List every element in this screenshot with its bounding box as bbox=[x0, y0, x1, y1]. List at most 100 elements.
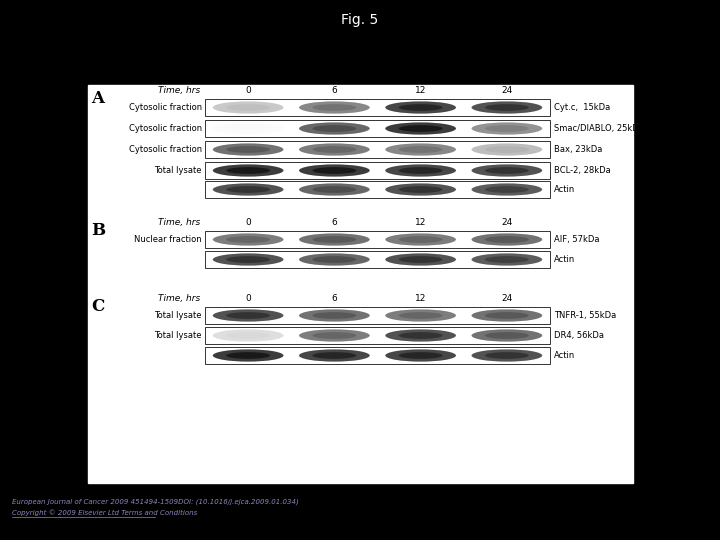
Ellipse shape bbox=[213, 164, 284, 177]
Bar bbox=[205, 307, 550, 324]
Bar bbox=[205, 120, 550, 137]
Ellipse shape bbox=[485, 332, 528, 339]
Text: Total lysate: Total lysate bbox=[155, 331, 202, 340]
Text: Actin: Actin bbox=[554, 185, 575, 194]
Ellipse shape bbox=[312, 256, 356, 263]
Ellipse shape bbox=[312, 104, 356, 111]
Ellipse shape bbox=[312, 352, 356, 359]
Ellipse shape bbox=[399, 146, 443, 153]
Ellipse shape bbox=[472, 233, 542, 246]
Text: 0: 0 bbox=[246, 86, 251, 95]
Ellipse shape bbox=[213, 349, 284, 362]
Ellipse shape bbox=[299, 233, 370, 246]
Text: Cytosolic fraction: Cytosolic fraction bbox=[129, 103, 202, 112]
Text: Actin: Actin bbox=[554, 351, 575, 360]
Text: A: A bbox=[91, 90, 104, 107]
Ellipse shape bbox=[472, 329, 542, 342]
Bar bbox=[205, 251, 550, 268]
Text: 6: 6 bbox=[331, 86, 337, 95]
Ellipse shape bbox=[226, 104, 270, 111]
Ellipse shape bbox=[312, 312, 356, 319]
Ellipse shape bbox=[472, 253, 542, 266]
Ellipse shape bbox=[312, 125, 356, 132]
Ellipse shape bbox=[299, 123, 370, 134]
Ellipse shape bbox=[213, 144, 284, 156]
Ellipse shape bbox=[213, 233, 284, 246]
Ellipse shape bbox=[299, 253, 370, 266]
Ellipse shape bbox=[299, 144, 370, 156]
Text: Cytosolic fraction: Cytosolic fraction bbox=[129, 145, 202, 154]
Ellipse shape bbox=[312, 236, 356, 243]
Ellipse shape bbox=[299, 102, 370, 113]
Text: Bax, 23kDa: Bax, 23kDa bbox=[554, 145, 603, 154]
Ellipse shape bbox=[226, 146, 270, 153]
Ellipse shape bbox=[385, 349, 456, 362]
Ellipse shape bbox=[472, 123, 542, 134]
Ellipse shape bbox=[399, 104, 443, 111]
Bar bbox=[205, 99, 550, 116]
Ellipse shape bbox=[485, 312, 528, 319]
Text: Cyt.c,  15kDa: Cyt.c, 15kDa bbox=[554, 103, 611, 112]
Ellipse shape bbox=[226, 236, 270, 243]
Ellipse shape bbox=[226, 167, 270, 174]
Text: 6: 6 bbox=[331, 294, 337, 303]
Ellipse shape bbox=[312, 332, 356, 339]
Text: 0: 0 bbox=[246, 294, 251, 303]
Ellipse shape bbox=[399, 125, 443, 132]
Ellipse shape bbox=[472, 144, 542, 156]
Ellipse shape bbox=[472, 164, 542, 177]
Text: Time, hrs: Time, hrs bbox=[158, 86, 200, 95]
Ellipse shape bbox=[213, 123, 284, 134]
Ellipse shape bbox=[385, 233, 456, 246]
Ellipse shape bbox=[472, 102, 542, 113]
Ellipse shape bbox=[485, 256, 528, 263]
Ellipse shape bbox=[299, 164, 370, 177]
Ellipse shape bbox=[472, 349, 542, 362]
Ellipse shape bbox=[385, 144, 456, 156]
Ellipse shape bbox=[213, 253, 284, 266]
Text: C: C bbox=[91, 298, 104, 315]
Ellipse shape bbox=[385, 123, 456, 134]
Ellipse shape bbox=[485, 125, 528, 132]
Ellipse shape bbox=[399, 186, 443, 193]
Text: 24: 24 bbox=[501, 86, 513, 95]
Text: European Journal of Cancer 2009 451494-1509DOI: (10.1016/j.ejca.2009.01.034): European Journal of Cancer 2009 451494-1… bbox=[12, 498, 299, 505]
Text: 24: 24 bbox=[501, 218, 513, 227]
Ellipse shape bbox=[299, 184, 370, 195]
Text: Smac/DIABLO, 25kDa: Smac/DIABLO, 25kDa bbox=[554, 124, 644, 133]
Ellipse shape bbox=[312, 186, 356, 193]
Ellipse shape bbox=[385, 102, 456, 113]
Text: TNFR-1, 55kDa: TNFR-1, 55kDa bbox=[554, 311, 616, 320]
Ellipse shape bbox=[226, 125, 270, 132]
Text: Copyright © 2009 Elsevier Ltd Terms and Conditions: Copyright © 2009 Elsevier Ltd Terms and … bbox=[12, 509, 197, 516]
Ellipse shape bbox=[385, 253, 456, 266]
Ellipse shape bbox=[485, 146, 528, 153]
Ellipse shape bbox=[213, 184, 284, 195]
Bar bbox=[205, 231, 550, 248]
Ellipse shape bbox=[472, 184, 542, 195]
Ellipse shape bbox=[485, 236, 528, 243]
Ellipse shape bbox=[472, 309, 542, 322]
Ellipse shape bbox=[226, 256, 270, 263]
Ellipse shape bbox=[485, 167, 528, 174]
Text: Time, hrs: Time, hrs bbox=[158, 218, 200, 227]
Ellipse shape bbox=[399, 312, 443, 319]
Ellipse shape bbox=[213, 329, 284, 342]
Bar bbox=[205, 347, 550, 364]
Text: 6: 6 bbox=[331, 218, 337, 227]
Bar bbox=[205, 181, 550, 198]
Ellipse shape bbox=[399, 236, 443, 243]
Ellipse shape bbox=[312, 146, 356, 153]
Ellipse shape bbox=[399, 256, 443, 263]
Text: Total lysate: Total lysate bbox=[155, 311, 202, 320]
Text: 12: 12 bbox=[415, 86, 426, 95]
Ellipse shape bbox=[485, 186, 528, 193]
Ellipse shape bbox=[385, 329, 456, 342]
Ellipse shape bbox=[312, 167, 356, 174]
Text: Nuclear fraction: Nuclear fraction bbox=[135, 235, 202, 244]
Ellipse shape bbox=[226, 312, 270, 319]
Bar bbox=[205, 162, 550, 179]
Text: 0: 0 bbox=[246, 218, 251, 227]
Text: AIF, 57kDa: AIF, 57kDa bbox=[554, 235, 600, 244]
Ellipse shape bbox=[385, 309, 456, 322]
